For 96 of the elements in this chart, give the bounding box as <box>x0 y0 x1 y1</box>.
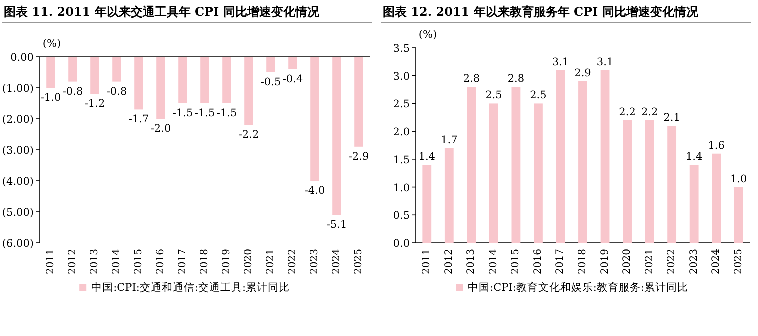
data-label: -1.5 <box>194 108 216 120</box>
x-tick-label: 2015 <box>134 249 144 274</box>
bar <box>422 165 432 243</box>
y-tick-label: 0.00 <box>10 52 34 64</box>
data-label: -2.9 <box>348 150 370 163</box>
data-label: -0.8 <box>106 86 128 98</box>
y-tick-label: (4.00) <box>2 176 34 188</box>
x-tick-label: 2013 <box>466 249 478 274</box>
data-label: -4.0 <box>304 185 326 197</box>
data-label: -1.7 <box>128 114 150 126</box>
data-label: 2.2 <box>619 106 636 118</box>
x-tick-label: 2024 <box>332 249 342 274</box>
chart-title: 图表 11. 2011 年以来交通工具年 CPI 同比增速变化情况 <box>4 5 320 19</box>
data-label: 1.4 <box>686 151 703 163</box>
data-label: 1.4 <box>418 151 436 163</box>
x-tick-label: 2021 <box>266 249 276 274</box>
y-tick-label: (6.00) <box>2 238 34 250</box>
x-tick-label: 2018 <box>578 249 588 274</box>
data-label: 2.1 <box>664 112 680 124</box>
data-label: 3.1 <box>552 56 570 68</box>
data-label: -2.2 <box>238 129 260 142</box>
data-label: -1.2 <box>84 98 106 110</box>
y-axis-title: (%) <box>42 38 62 50</box>
x-tick-label: 2021 <box>644 249 656 274</box>
x-tick-label: 2015 <box>510 249 522 274</box>
data-label: 2.2 <box>641 106 658 118</box>
bar <box>444 148 454 243</box>
data-label: -1.5 <box>216 108 238 120</box>
x-tick-label: 2020 <box>244 249 254 274</box>
x-tick-label: 2019 <box>600 249 611 274</box>
bar <box>467 87 476 243</box>
x-tick-label: 2023 <box>310 249 320 274</box>
bar <box>623 120 632 243</box>
x-tick-label: 2020 <box>622 249 634 274</box>
bar <box>578 81 588 243</box>
bar <box>645 120 654 243</box>
bar <box>734 187 744 243</box>
data-label: 1.6 <box>708 140 726 152</box>
y-tick-label: (1.00) <box>2 83 34 95</box>
x-tick-label: 2018 <box>200 249 210 274</box>
y-tick-label: 3.5 <box>393 43 410 55</box>
data-label: 2.8 <box>508 73 525 85</box>
x-tick-label: 2014 <box>488 249 500 274</box>
y-tick-label: 0.5 <box>393 210 410 222</box>
data-label: -1.0 <box>40 92 62 104</box>
data-label: 1.7 <box>441 134 458 146</box>
x-tick-label: 2017 <box>178 249 188 274</box>
chart-title: 图表 12. 2011 年以来教育服务年 CPI 同比增速变化情况 <box>383 5 700 19</box>
x-tick-label: 2025 <box>354 249 364 274</box>
bar <box>668 126 677 243</box>
bar <box>712 154 722 243</box>
y-tick-label: 2.5 <box>393 98 410 111</box>
x-tick-label: 2019 <box>222 249 232 274</box>
x-tick-label: 2013 <box>90 249 100 274</box>
bar <box>489 104 498 243</box>
y-tick-label: (3.00) <box>2 145 34 157</box>
x-tick-label: 2022 <box>288 249 298 274</box>
data-label: 2.8 <box>463 73 480 85</box>
legend-label: 中国:CPI:教育文化和娱乐:教育服务:累计同比 <box>468 281 688 294</box>
x-tick-label: 2025 <box>733 249 744 274</box>
x-tick-label: 2012 <box>444 249 455 274</box>
x-tick-label: 2024 <box>711 249 722 274</box>
data-label: -0.8 <box>62 86 84 98</box>
data-label: 2.5 <box>486 90 502 102</box>
legend-label: 中国:CPI:交通和通信:交通工具:累计同比 <box>92 281 290 294</box>
bar <box>690 165 699 243</box>
bar <box>600 70 610 243</box>
x-tick-label: 2016 <box>532 249 544 274</box>
y-tick-label: (5.00) <box>2 207 34 219</box>
y-axis-title: (%) <box>418 29 438 41</box>
x-tick-label: 2022 <box>666 249 678 274</box>
data-label: -0.5 <box>260 76 282 88</box>
x-tick-label: 2012 <box>68 249 78 274</box>
x-tick-label: 2011 <box>422 249 433 274</box>
y-tick-label: 0.0 <box>393 238 410 250</box>
data-label: -0.4 <box>282 73 304 86</box>
data-label: -1.5 <box>172 108 194 120</box>
x-tick-label: 2023 <box>688 249 700 274</box>
y-tick-label: 3.0 <box>393 70 410 83</box>
data-label: 2.9 <box>574 67 592 80</box>
bar <box>556 70 566 243</box>
data-label: -2.0 <box>150 123 172 135</box>
data-label: 3.1 <box>596 56 614 68</box>
x-tick-label: 2017 <box>555 249 566 274</box>
y-tick-label: 1.0 <box>393 182 410 194</box>
data-label: 1.0 <box>730 173 748 186</box>
x-tick-label: 2014 <box>112 249 122 274</box>
x-tick-label: 2011 <box>46 249 56 274</box>
data-label: -5.1 <box>326 219 348 232</box>
y-tick-label: 1.5 <box>393 154 410 166</box>
y-tick-label: (2.00) <box>2 114 34 126</box>
bar <box>512 87 521 243</box>
y-tick-label: 2.0 <box>393 126 410 139</box>
bar <box>534 104 543 243</box>
data-label: 2.5 <box>530 90 547 102</box>
x-tick-label: 2016 <box>156 249 166 274</box>
